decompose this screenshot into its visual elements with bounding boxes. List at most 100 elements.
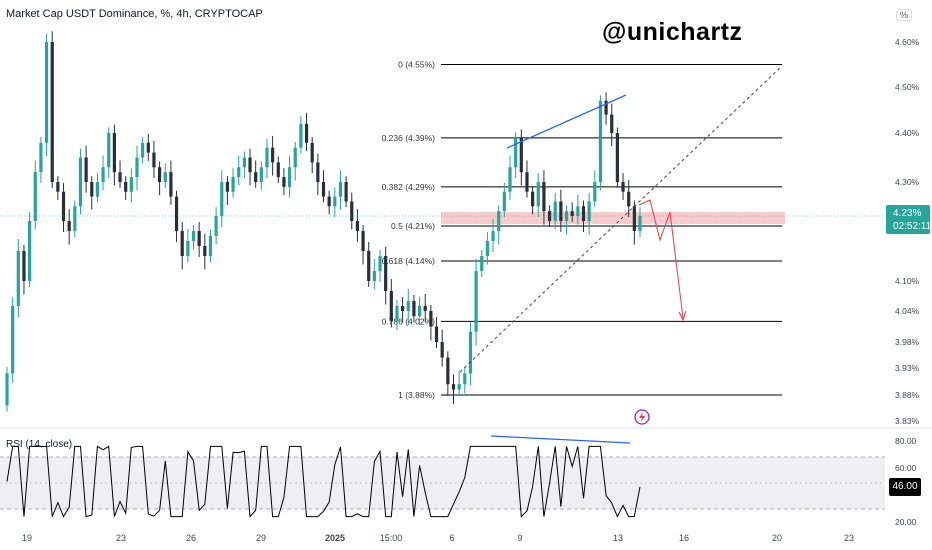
alert-icon[interactable] bbox=[634, 409, 650, 425]
candle-body bbox=[508, 167, 512, 192]
fib-level-label: 0.618 (4.14%) bbox=[382, 256, 436, 266]
time-tick-label: 29 bbox=[256, 533, 266, 543]
fib-level-label: 1 (3.88%) bbox=[398, 390, 435, 400]
price-tick-label: 3.98% bbox=[895, 337, 920, 347]
rsi-band bbox=[0, 457, 885, 509]
candle-body bbox=[632, 206, 636, 231]
candle-body bbox=[514, 137, 518, 168]
candle-body bbox=[406, 301, 410, 311]
candle-body bbox=[265, 147, 269, 168]
candle-body bbox=[44, 42, 49, 143]
candle-body bbox=[446, 357, 450, 385]
candle-body bbox=[11, 306, 15, 374]
candle-body bbox=[129, 177, 133, 192]
fib-level-label: 0.382 (4.29%) bbox=[382, 182, 436, 192]
candle-body bbox=[576, 206, 580, 216]
candle-body bbox=[169, 172, 173, 197]
candle-body bbox=[378, 256, 382, 271]
candle-body bbox=[581, 206, 586, 221]
time-tick-label: 6 bbox=[449, 533, 454, 543]
candle-body bbox=[287, 167, 292, 187]
candle-body bbox=[254, 172, 258, 182]
candle-body bbox=[333, 196, 337, 207]
candle-body bbox=[39, 142, 43, 173]
candle-body bbox=[225, 182, 230, 192]
candle-body bbox=[468, 331, 473, 374]
percent-scale-toggle[interactable]: % bbox=[896, 9, 912, 21]
candle-body bbox=[61, 191, 66, 221]
candle-body bbox=[587, 201, 591, 221]
candle-body bbox=[191, 231, 196, 241]
time-tick-label: 2025 bbox=[325, 533, 345, 543]
price-tick-label: 4.60% bbox=[895, 37, 920, 47]
rsi-falling-trendline bbox=[490, 435, 631, 444]
price-tick-label: 4.04% bbox=[895, 306, 920, 316]
candle-body bbox=[299, 123, 303, 148]
time-tick-label: 26 bbox=[186, 533, 196, 543]
price-axis[interactable]: 4.60% 4.50% 4.40% 4.30% 4.10% 4.04% 3.98% 3.93%… bbox=[895, 37, 920, 426]
candle-body bbox=[610, 114, 614, 133]
candle-body bbox=[395, 306, 399, 322]
candle-body bbox=[135, 157, 139, 178]
candle-body bbox=[237, 167, 241, 178]
diagonal-dashed-trendline bbox=[459, 65, 783, 373]
candle-body bbox=[417, 306, 422, 317]
last-price-badge: 4.23% 02:52:11 bbox=[886, 205, 931, 234]
candle-body bbox=[502, 191, 506, 212]
resistance-zone bbox=[441, 212, 785, 224]
price-tick-label: 4.30% bbox=[895, 177, 920, 187]
candle-body bbox=[525, 172, 529, 192]
candle-body bbox=[259, 167, 263, 182]
candle-body bbox=[157, 167, 162, 182]
candle-body bbox=[384, 256, 388, 291]
time-tick-label: 13 bbox=[613, 533, 623, 543]
candle-body bbox=[67, 221, 71, 231]
candle-body bbox=[440, 342, 444, 358]
rsi-indicator-label[interactable]: RSI (14, close) bbox=[6, 439, 73, 450]
candle-body bbox=[84, 157, 88, 182]
candle-body bbox=[429, 311, 433, 327]
candle-body bbox=[208, 236, 213, 256]
candle-body bbox=[497, 211, 501, 231]
candle-body bbox=[174, 196, 179, 231]
candle-body bbox=[271, 147, 275, 163]
candle-body bbox=[480, 256, 484, 271]
candle-body bbox=[33, 172, 37, 221]
candle-body bbox=[536, 182, 540, 207]
candle-body bbox=[90, 182, 94, 197]
projection-arrowhead bbox=[678, 310, 687, 322]
candle-body bbox=[491, 231, 495, 241]
candle-body bbox=[423, 306, 427, 311]
price-rising-trendline bbox=[506, 94, 627, 149]
candle-body bbox=[220, 182, 224, 216]
last-price-value: 4.23% bbox=[893, 208, 922, 219]
price-tick-label: 3.93% bbox=[895, 363, 920, 373]
candle-body bbox=[338, 182, 343, 197]
candle-body bbox=[542, 182, 546, 212]
candle-body bbox=[564, 211, 569, 221]
candle-body bbox=[152, 152, 156, 168]
candle-body bbox=[412, 301, 416, 317]
candle-body bbox=[485, 241, 490, 256]
candle-body bbox=[146, 142, 150, 153]
candle-body bbox=[434, 326, 439, 342]
candle-body bbox=[293, 147, 297, 168]
candle-body bbox=[621, 182, 625, 192]
fib-level-label: 0 (4.55%) bbox=[398, 60, 435, 70]
candle-body bbox=[355, 221, 360, 231]
candle-body bbox=[16, 251, 20, 306]
candle-body bbox=[5, 373, 9, 406]
candle-body bbox=[457, 384, 461, 390]
candle-body bbox=[231, 177, 235, 192]
author-watermark: @unichartz bbox=[602, 18, 743, 46]
candle-body bbox=[627, 191, 631, 207]
candle-body bbox=[118, 172, 122, 182]
time-axis[interactable]: 19 23 26 29 2025 15:00 6 9 13 16 20 23 bbox=[22, 533, 854, 543]
fib-level-label: 0.5 (4.21%) bbox=[391, 221, 435, 231]
candle-body bbox=[570, 211, 574, 216]
candle-body bbox=[242, 157, 246, 168]
candle-body bbox=[203, 246, 207, 256]
candle-body bbox=[474, 271, 478, 332]
candle-body bbox=[214, 216, 218, 236]
